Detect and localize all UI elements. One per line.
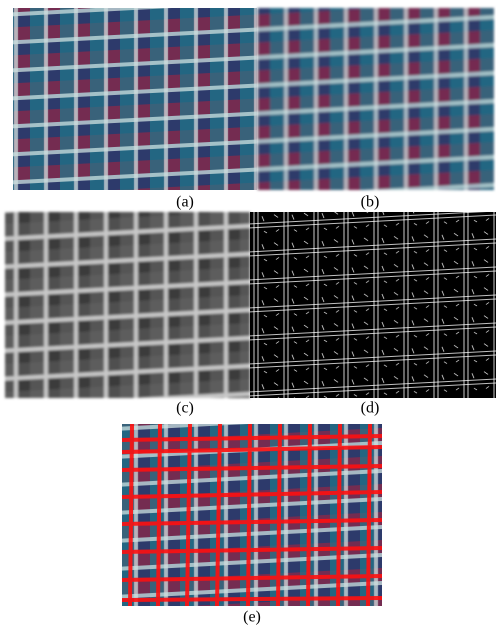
- panel-b-image: [257, 8, 494, 190]
- panel-c-image: [5, 212, 250, 398]
- caption: (d): [361, 400, 380, 417]
- panel-d-image: [250, 212, 496, 398]
- caption: (c): [176, 400, 194, 417]
- caption: (b): [361, 194, 380, 211]
- caption: (a): [176, 194, 194, 211]
- page: (a) (b) (c) (d) (e) (() => { const data …: [0, 0, 496, 628]
- caption: (e): [243, 609, 261, 626]
- panel-e-image: [122, 424, 382, 606]
- panel-a-image: [13, 8, 257, 190]
- figure: (a) (b) (c) (d) (e): [0, 0, 496, 628]
